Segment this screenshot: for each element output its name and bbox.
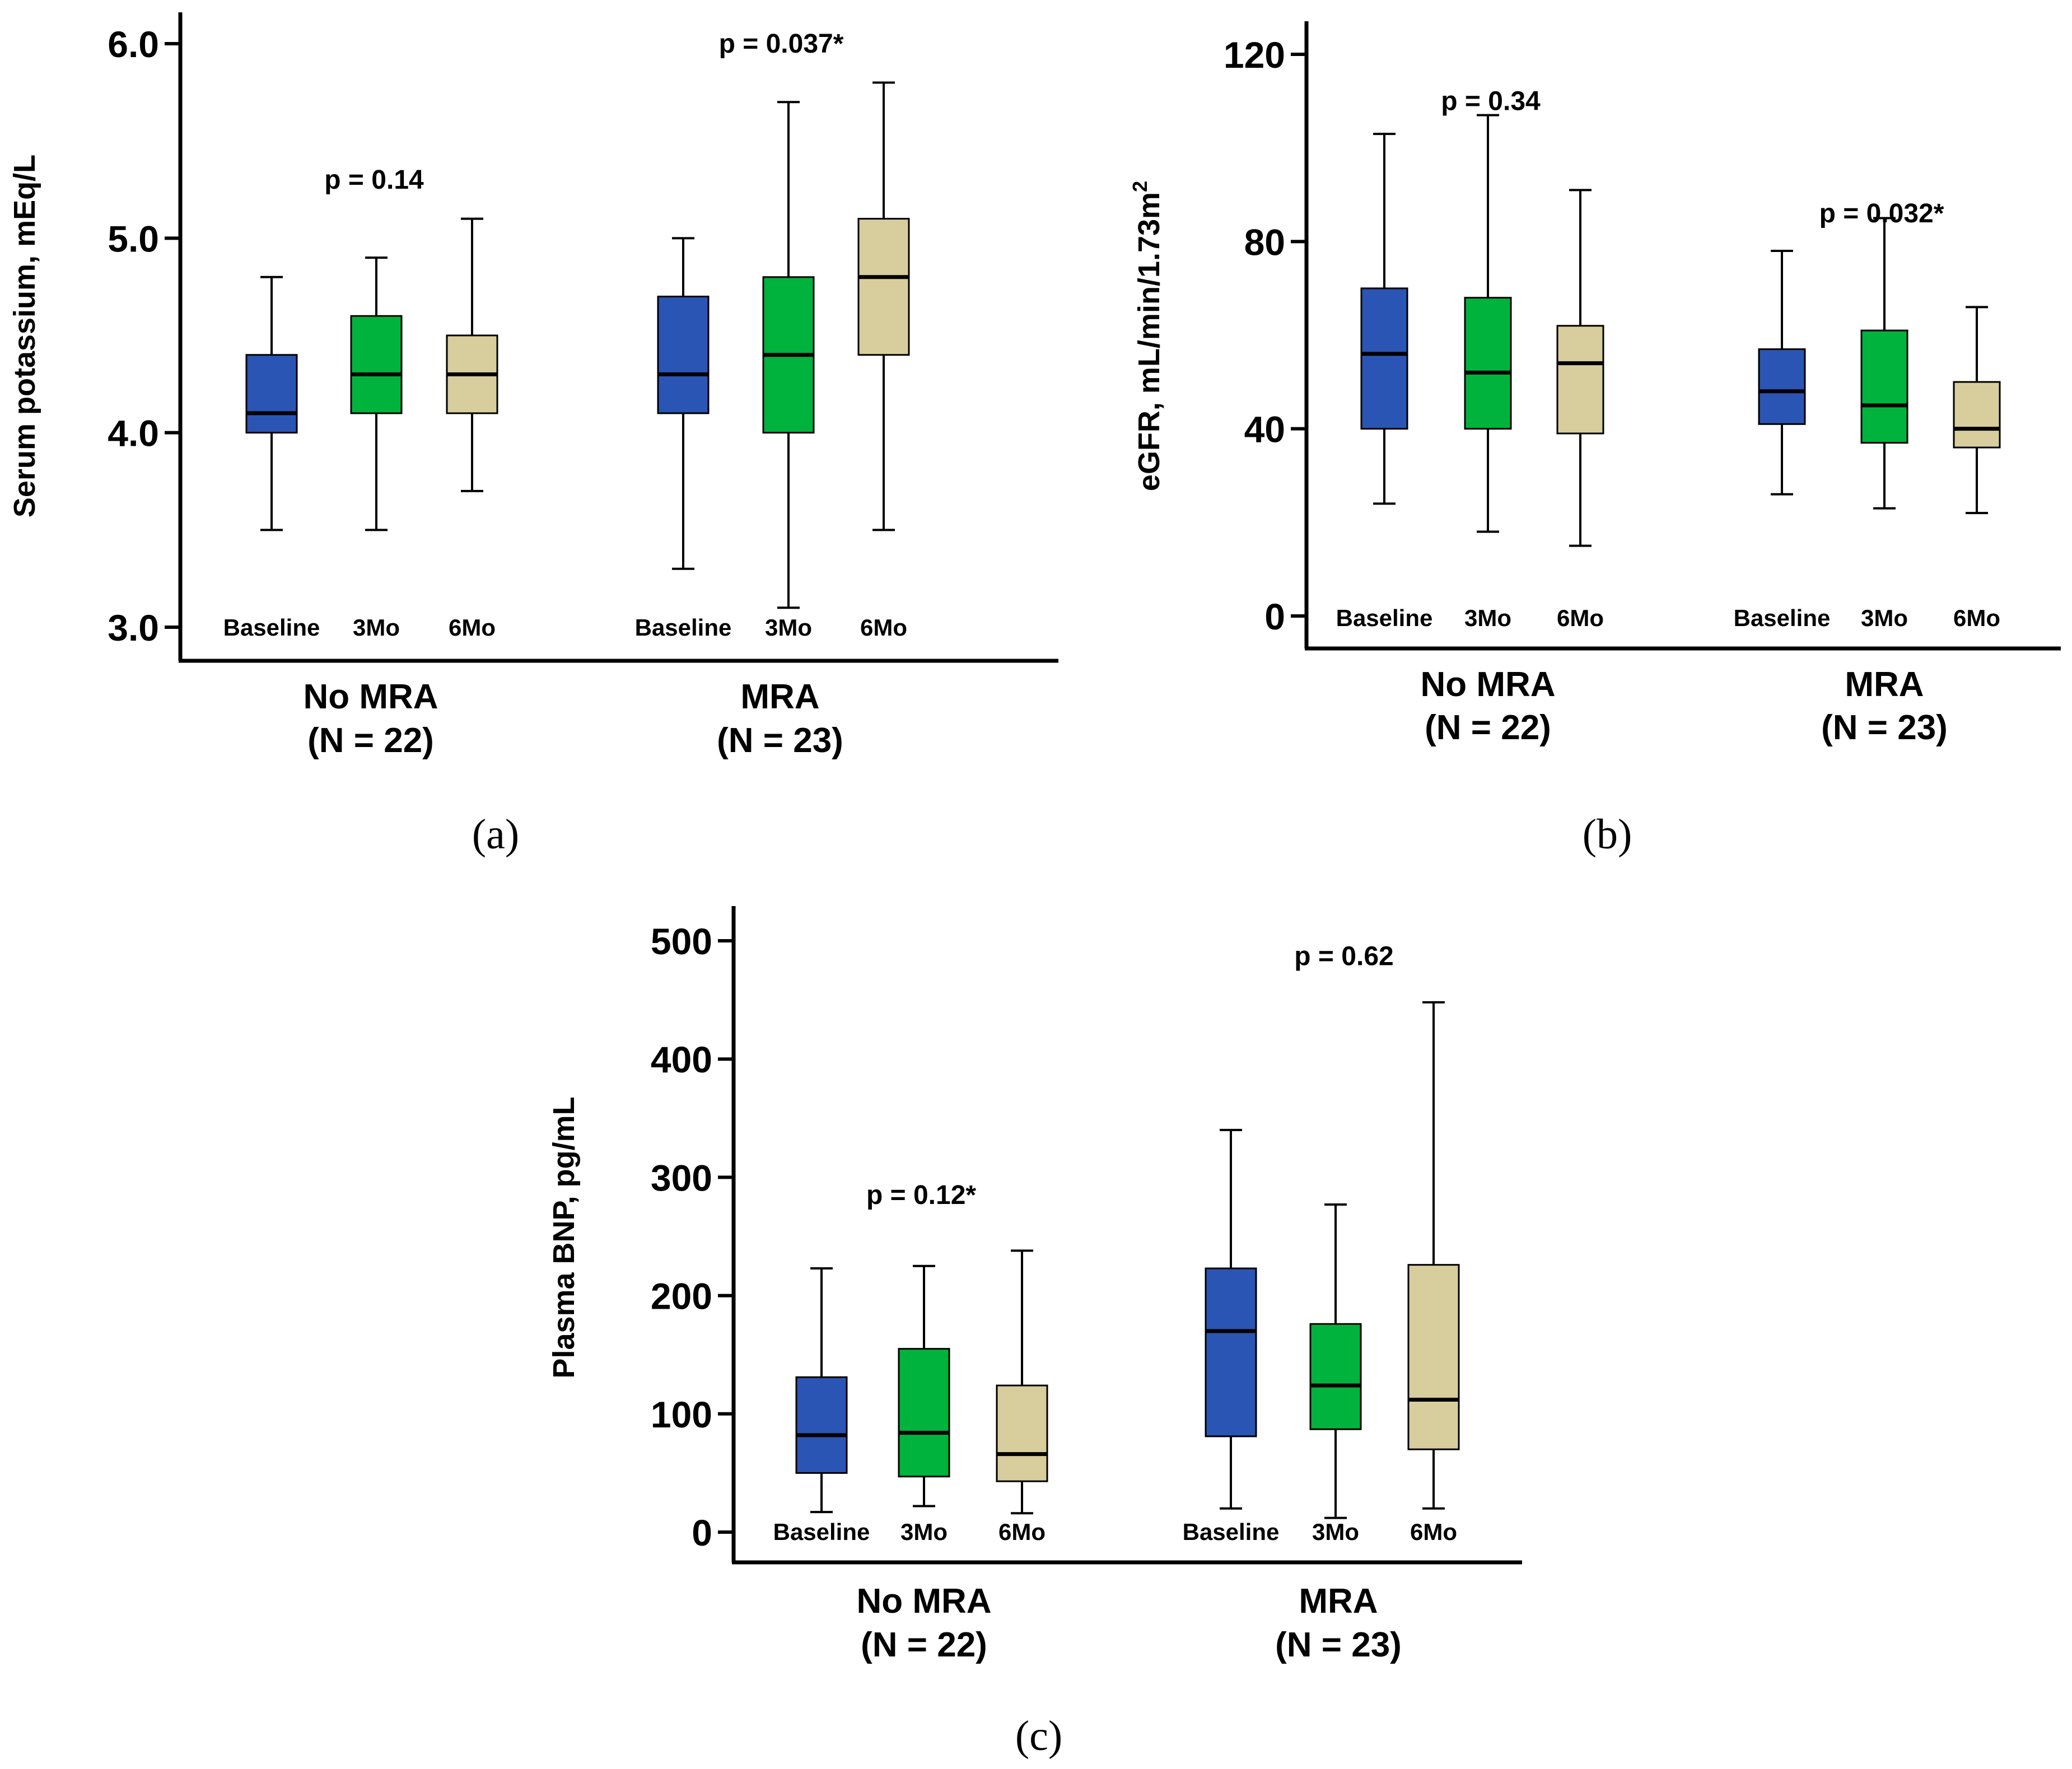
p-value-label: p = 0.037* [719, 29, 844, 59]
iqr-box [350, 315, 403, 414]
box-baseline [1360, 133, 1408, 505]
timepoint-label: Baseline [773, 1519, 870, 1545]
iqr-box [1464, 297, 1512, 430]
timepoint-label: Baseline [635, 614, 732, 641]
y-tick-label: 80 [1244, 221, 1285, 263]
timepoint-label: 3Mo [1312, 1519, 1359, 1545]
timepoint-label: Baseline [1183, 1519, 1280, 1545]
group-label: MRA [1299, 1582, 1378, 1621]
group-n-label: (N = 23) [1821, 708, 1948, 747]
box-baseline [1205, 1128, 1257, 1510]
box-6mo [1407, 1001, 1460, 1510]
panel-b-egfr: 0 40 80 120 eGFR, mL/min/1.73m2 Baseline 3Mo 6M… [1128, 21, 2061, 858]
box-3mo [350, 256, 403, 531]
y-tick-label: 6.0 [108, 24, 159, 65]
p-value-label: p = 0.12* [866, 1180, 976, 1210]
iqr-box [1556, 325, 1604, 435]
iqr-box [1309, 1323, 1362, 1430]
p-value-label: p = 0.14 [324, 165, 424, 195]
box-6mo [996, 1249, 1048, 1515]
timepoint-label: 3Mo [765, 614, 812, 641]
y-axis-title: eGFR, mL/min/1.73m2 [1128, 181, 1166, 491]
panel-label: (c) [1015, 1712, 1062, 1759]
timepoint-label: 6Mo [449, 614, 496, 641]
group-n-label: (N = 23) [717, 721, 843, 760]
timepoint-label: 6Mo [860, 614, 907, 641]
timepoint-label: 6Mo [1410, 1519, 1457, 1545]
iqr-box [996, 1384, 1048, 1482]
box-6mo [1556, 189, 1604, 547]
timepoint-label: Baseline [223, 614, 320, 641]
box-3mo [762, 101, 815, 609]
y-tick-label: 0 [1264, 596, 1285, 637]
y-axis-title: Serum potassium, mEq/L [8, 155, 41, 517]
timepoint-label: 6Mo [1953, 605, 2000, 631]
y-axis-title-text: eGFR, mL/min/1.73m [1132, 192, 1166, 491]
timepoint-label: Baseline [1734, 605, 1831, 631]
y-axis-title-text: Plasma BNP, pg/mL [547, 1096, 581, 1378]
iqr-box [1407, 1264, 1460, 1450]
group-n-label: (N = 22) [1425, 708, 1551, 747]
y-tick-label: 0 [692, 1512, 712, 1553]
timepoint-label: 3Mo [1464, 605, 1511, 631]
iqr-box [657, 296, 710, 414]
box-3mo [1464, 114, 1512, 533]
group-n-label: (N = 22) [861, 1626, 987, 1664]
timepoint-label: 6Mo [1557, 605, 1604, 631]
y-tick-label: 5.0 [108, 218, 159, 259]
y-tick-label: 300 [651, 1157, 712, 1198]
iqr-box [795, 1376, 848, 1474]
group-label: MRA [740, 678, 819, 716]
y-tick-label: 100 [651, 1394, 712, 1435]
p-value-label: p = 0.34 [1441, 87, 1541, 116]
panel-label: (a) [472, 811, 519, 858]
y-tick-label: 200 [651, 1276, 712, 1317]
box-baseline [657, 237, 710, 570]
iqr-box [1953, 381, 2001, 449]
box-baseline [245, 276, 298, 531]
box-baseline [795, 1267, 848, 1514]
p-value-label: p = 0.032* [1819, 199, 1944, 228]
group-label: No MRA [1420, 665, 1555, 704]
timepoint-label: 3Mo [353, 614, 400, 641]
iqr-box [1758, 348, 1806, 425]
group-label: No MRA [303, 678, 438, 716]
box-3mo [1860, 217, 1908, 510]
group-n-label: (N = 22) [307, 721, 434, 760]
group-label: No MRA [856, 1582, 991, 1621]
p-value-label: p = 0.62 [1294, 941, 1393, 971]
iqr-box [1860, 329, 1908, 444]
box-6mo [857, 81, 910, 531]
box-baseline [1758, 250, 1806, 496]
y-axis-title: Plasma BNP, pg/mL [547, 1096, 581, 1378]
iqr-box [1205, 1267, 1257, 1437]
timepoint-label: 3Mo [1861, 605, 1908, 631]
panel-a-serum-potassium: 3.0 4.0 5.0 6.0 Serum potassium, mEq/L Baseli… [8, 12, 1058, 858]
group-label: MRA [1845, 665, 1924, 704]
iqr-box [1360, 287, 1408, 430]
iqr-box [898, 1348, 950, 1478]
y-tick-label: 500 [651, 921, 712, 962]
timepoint-label: 6Mo [998, 1519, 1046, 1545]
timepoint-label: Baseline [1336, 605, 1433, 631]
group-n-label: (N = 23) [1275, 1626, 1402, 1664]
y-axis-title-superscript: 2 [1128, 181, 1151, 192]
panel-label: (b) [1583, 811, 1632, 858]
timepoint-label: 3Mo [900, 1519, 948, 1545]
box-6mo [446, 217, 498, 492]
y-tick-label: 400 [651, 1039, 712, 1080]
box-3mo [1309, 1203, 1362, 1519]
iqr-box [245, 354, 298, 434]
panel-c-plasma-bnp: 0 100 200 300 400 500 Plasma BNP, pg/mL Baselin… [547, 906, 1522, 1759]
y-tick-label: 4.0 [108, 413, 159, 454]
y-tick-label: 40 [1244, 409, 1285, 450]
y-tick-label: 120 [1224, 34, 1285, 76]
box-3mo [898, 1264, 950, 1507]
y-axis-title-text: Serum potassium, mEq/L [8, 155, 41, 517]
y-tick-label: 3.0 [108, 607, 159, 648]
iqr-box [857, 218, 910, 356]
box-6mo [1953, 306, 2001, 515]
